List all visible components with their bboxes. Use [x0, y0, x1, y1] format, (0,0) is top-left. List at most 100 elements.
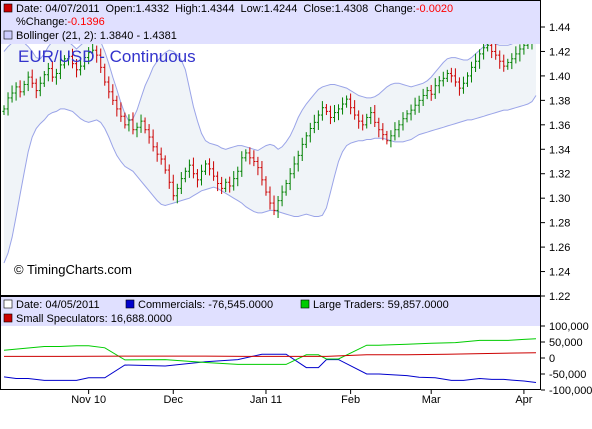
price-bar — [179, 172, 183, 195]
cot-series-small-speculators — [4, 352, 537, 357]
price-bar — [191, 157, 196, 179]
bollinger-legend-label: Bollinger (21, 2): 1.3840 - 1.4381 — [16, 30, 177, 42]
price-bar — [449, 67, 453, 83]
price-bar — [26, 71, 30, 92]
price-axis: 1.22 1.24 1.26 1.28 1.30 1.32 1.34 1.36 1.38 1.40… — [541, 22, 570, 303]
x-axis: Nov 10 Dec Jan 11 Feb Mar Apr — [71, 390, 533, 406]
price-bar — [477, 49, 482, 69]
price-axis-label: 1.42 — [549, 46, 570, 58]
commercials-legend-label: Commercials: -76,545.0000 — [138, 299, 273, 311]
price-bar — [155, 142, 159, 162]
price-bar — [183, 167, 187, 183]
price-bar — [445, 69, 449, 83]
price-bar — [494, 43, 498, 60]
price-bar — [340, 97, 345, 115]
cot-series-commercials — [3, 353, 537, 383]
price-bar — [78, 59, 83, 76]
price-bar — [506, 58, 510, 70]
price-bar — [38, 76, 42, 97]
price-axis-label: 1.40 — [549, 71, 570, 83]
price-bar — [167, 164, 171, 189]
price-bar — [163, 155, 167, 174]
price-bar — [316, 110, 320, 130]
price-bar — [115, 95, 119, 117]
cot-axis-label: 0 — [549, 353, 555, 365]
price-bar — [461, 76, 466, 94]
price-bar — [240, 151, 244, 177]
small-speculators-swatch — [3, 313, 13, 323]
price-bar — [409, 104, 413, 121]
cot-legend-band — [0, 296, 541, 326]
price-bar — [103, 63, 107, 86]
price-bar — [304, 132, 308, 149]
ohlc-legend-swatch — [3, 3, 13, 13]
price-legend-band — [0, 0, 541, 44]
cot-axis-label: -100,000 — [549, 385, 592, 397]
price-bar — [107, 76, 111, 99]
price-bar — [296, 150, 300, 172]
price-bar — [324, 104, 329, 116]
price-bar — [284, 179, 288, 196]
price-bar — [10, 85, 14, 103]
price-axis-label: 1.26 — [549, 242, 570, 254]
chart-title: EUR/USD - Continuous — [18, 47, 196, 66]
price-bar — [228, 176, 232, 193]
price-bar — [256, 156, 260, 176]
price-bar — [111, 84, 115, 106]
price-bar — [441, 71, 445, 87]
price-axis-label: 1.24 — [549, 267, 570, 279]
price-bar — [353, 100, 357, 120]
cot-plot-area — [0, 326, 541, 390]
price-bar — [288, 168, 292, 191]
price-bar — [232, 171, 236, 191]
price-panel: Date: 04/07/2011 Open:1.4332 High:1.4344 Low… — [0, 0, 570, 303]
price-bar — [220, 176, 224, 195]
price-bar — [336, 104, 341, 121]
x-axis-label: Mar — [422, 394, 441, 406]
price-bar — [203, 160, 208, 175]
price-bar — [272, 195, 276, 216]
price-bar — [224, 178, 228, 193]
price-axis-label: 1.38 — [549, 95, 570, 107]
price-bar — [401, 112, 405, 131]
x-axis-label: Nov 10 — [71, 394, 106, 406]
price-bar — [195, 169, 200, 188]
price-bar — [236, 166, 240, 187]
pct-change-readout: %Change:-0.1396 — [16, 16, 105, 28]
price-axis-label: 1.22 — [549, 291, 570, 303]
price-bar — [252, 150, 256, 167]
price-bar — [465, 72, 470, 87]
price-bar — [292, 156, 296, 179]
price-bar — [413, 97, 417, 115]
price-bar — [433, 78, 437, 99]
price-bar — [54, 68, 58, 85]
price-bar — [159, 147, 163, 165]
price-bar — [469, 61, 474, 83]
cot-series-large-traders — [3, 338, 537, 365]
price-bar — [300, 137, 304, 162]
price-bar — [381, 123, 385, 141]
price-bar — [429, 84, 433, 101]
price-axis-label: 1.28 — [549, 218, 570, 230]
watermark: © TimingCharts.com — [14, 262, 132, 277]
price-bar — [123, 112, 127, 129]
price-bar — [369, 106, 373, 125]
price-bar — [498, 50, 502, 69]
price-bar — [95, 45, 99, 63]
price-bar — [50, 60, 54, 82]
price-bar — [139, 114, 143, 133]
cot-axis-label: -50,000 — [549, 369, 586, 381]
price-axis-label: 1.44 — [549, 22, 570, 34]
price-bar — [405, 110, 409, 123]
cot-panel-frame — [0, 296, 541, 390]
price-bar — [14, 82, 18, 101]
price-bar — [425, 86, 429, 100]
price-bar — [70, 48, 75, 69]
price-bar — [244, 149, 248, 162]
x-axis-label: Dec — [163, 394, 183, 406]
price-axis-label: 1.30 — [549, 193, 570, 205]
price-bar — [46, 62, 50, 82]
price-bar — [91, 42, 95, 58]
large-traders-legend-label: Large Traders: 59,857.0000 — [313, 299, 449, 311]
